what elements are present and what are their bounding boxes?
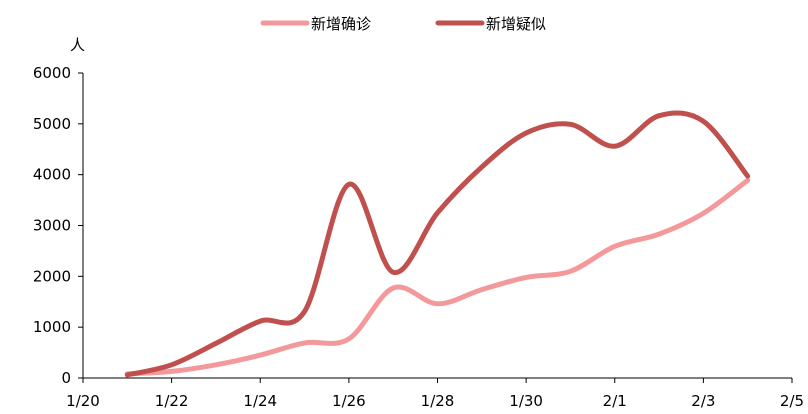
legend: 新增确诊 新增疑似 (260, 15, 546, 33)
x-tick-label: 1/24 (243, 392, 277, 410)
series-line-2 (124, 110, 751, 378)
axes: 0 1000 2000 3000 4000 5000 6000 1/20 1/22 1/24 1/2… (33, 64, 804, 410)
x-tick-label: 2/1 (603, 392, 627, 410)
y-tick-label: 1000 (33, 318, 71, 336)
y-tick-label: 0 (61, 369, 71, 387)
x-tick-label: 1/28 (421, 392, 455, 410)
series-line-1 (124, 177, 751, 377)
y-tick-label: 6000 (33, 64, 71, 82)
y-tick-label: 5000 (33, 115, 71, 133)
x-tick-label: 2/5 (780, 392, 804, 410)
x-tick-label: 1/26 (332, 392, 366, 410)
series-group (124, 110, 751, 378)
x-tick-label: 1/22 (155, 392, 189, 410)
x-tick-label: 2/3 (691, 392, 715, 410)
y-tick-label: 3000 (33, 217, 71, 235)
legend-label-1: 新增确诊 (311, 15, 371, 33)
x-tick-label: 1/30 (509, 392, 543, 410)
legend-label-2: 新增疑似 (486, 15, 546, 33)
y-axis-unit-label: 人 (70, 36, 85, 54)
x-tick-label: 1/20 (66, 392, 100, 410)
y-tick-label: 4000 (33, 166, 71, 184)
y-tick-label: 2000 (33, 267, 71, 285)
